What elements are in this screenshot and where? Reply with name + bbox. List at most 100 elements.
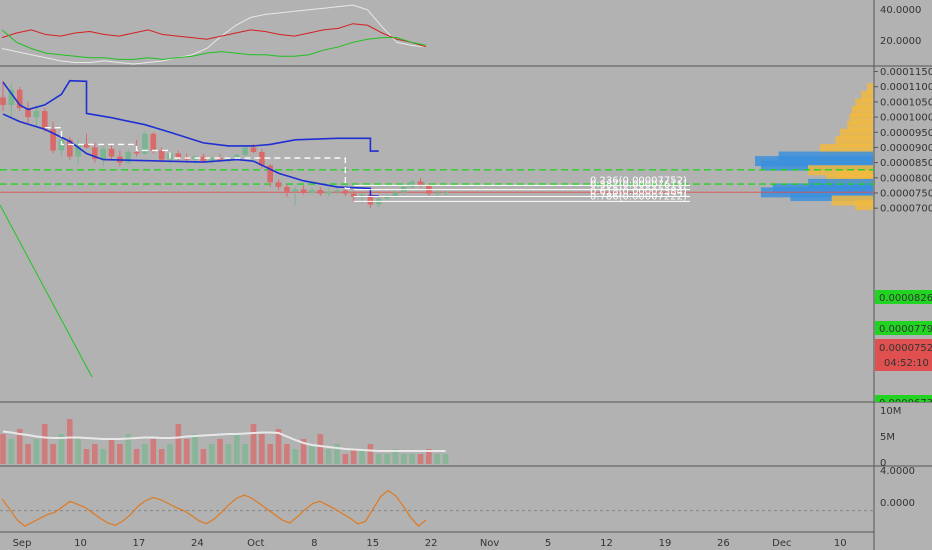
volume-bar xyxy=(417,454,424,464)
candle-body xyxy=(392,192,399,197)
volume-bar xyxy=(242,444,248,464)
volume-profile-row xyxy=(839,128,873,139)
candle-body xyxy=(317,189,324,194)
candle-body xyxy=(275,182,282,187)
blue-line-lower xyxy=(2,113,379,197)
candle-body xyxy=(16,89,23,108)
volume-bar xyxy=(67,419,73,464)
fib-level-label: 0.382(0.00007611) xyxy=(590,180,687,191)
last-price-box xyxy=(875,339,932,371)
blue-line-upper xyxy=(2,79,379,152)
volume-bar xyxy=(350,449,357,464)
time-tick-label: Dec xyxy=(772,538,791,549)
green-level-badge xyxy=(875,321,932,335)
candle-body xyxy=(200,156,207,162)
candle-body xyxy=(125,151,132,163)
candle-body xyxy=(58,139,65,151)
volume-bar xyxy=(300,439,307,464)
volume-bar xyxy=(309,444,315,464)
white-dashed-line xyxy=(44,127,354,190)
dmi-panel[interactable]: 40.0000 20.0000 xyxy=(1,4,921,65)
candle-body xyxy=(75,144,81,157)
candle-body xyxy=(217,158,223,160)
dmi-series-line xyxy=(1,23,427,48)
candle-body xyxy=(292,189,299,192)
candle-body xyxy=(417,181,424,186)
time-tick-label: Sep xyxy=(13,538,32,549)
green-levels xyxy=(0,169,874,185)
volume-bar xyxy=(50,444,56,464)
price-panel[interactable]: 0.236(0.00007752)0.382(0.00007611)0.618(… xyxy=(0,67,932,409)
dmi-series-line xyxy=(1,29,427,60)
oscillator-panel[interactable]: 4.0000 0.0000 xyxy=(0,466,915,527)
volume-bar xyxy=(334,444,340,464)
oscillator-line xyxy=(1,489,427,527)
candle-body xyxy=(300,189,307,193)
volume-bar xyxy=(250,424,257,464)
candle-body xyxy=(67,139,73,157)
volume-bar xyxy=(125,434,132,464)
candle-body xyxy=(234,154,240,158)
fib-levels: 0.236(0.00007752)0.382(0.00007611)0.618(… xyxy=(353,175,690,202)
candle-body xyxy=(267,165,273,183)
volume-bars xyxy=(0,419,449,464)
volume-tick-label: 5M xyxy=(880,432,895,443)
volume-bar xyxy=(25,444,31,464)
fib-level-label: 0.618(0.00007384) xyxy=(590,186,687,197)
volume-axis: 10M 5M 0 xyxy=(880,406,901,469)
candle-body xyxy=(41,111,48,130)
green-level-badge xyxy=(875,290,932,304)
green-trendline xyxy=(0,204,93,378)
volume-bar xyxy=(83,449,90,464)
candle-body xyxy=(242,147,248,155)
candle-body xyxy=(50,129,56,151)
time-tick-label: 8 xyxy=(311,538,317,549)
volume-bar xyxy=(183,439,190,464)
candle-body xyxy=(250,147,257,152)
volume-bar xyxy=(142,444,148,464)
candle-body xyxy=(384,196,390,199)
green-level-label: 0.00008262 xyxy=(879,293,932,304)
volume-profile-row xyxy=(861,90,873,101)
candle-body xyxy=(33,111,40,118)
candle-body xyxy=(434,192,440,194)
candle-body xyxy=(259,151,265,166)
countdown-label: 04:52:10 xyxy=(884,358,929,369)
time-axis: Sep 10 17 24 Oct 8 15 22 Nov 5 12 19 26 Dec 10 xyxy=(13,538,847,549)
time-tick-label: 26 xyxy=(717,538,730,549)
candle-body xyxy=(325,191,332,194)
volume-bar xyxy=(234,434,240,464)
volume-panel[interactable]: 10M 5M 0 xyxy=(0,406,901,469)
volume-bar xyxy=(392,449,399,464)
oscillator-tick-label: 0.0000 xyxy=(880,498,915,509)
dmi-tick-label: 40.0000 xyxy=(880,5,921,16)
volume-bar xyxy=(225,444,232,464)
volume-bar xyxy=(317,434,324,464)
volume-bar xyxy=(426,449,432,464)
time-tick-label: Oct xyxy=(247,538,264,549)
volume-profile-row xyxy=(855,98,873,109)
volume-bar xyxy=(92,444,98,464)
volume-profile-row xyxy=(849,113,873,124)
volume-bar xyxy=(284,444,290,464)
volume-profile-row xyxy=(867,83,873,94)
volume-bar xyxy=(384,454,390,464)
volume-bar xyxy=(75,439,81,464)
bottom-partial-label: 0.00006733 xyxy=(879,398,932,409)
time-tick-label: 10 xyxy=(74,538,87,549)
volume-bar xyxy=(100,449,106,464)
last-price-label: 0.00007526 xyxy=(879,343,932,354)
time-tick-label: 12 xyxy=(600,538,613,549)
volume-profile-row xyxy=(819,143,873,154)
volume-bar xyxy=(58,434,65,464)
candle-body xyxy=(25,107,31,118)
